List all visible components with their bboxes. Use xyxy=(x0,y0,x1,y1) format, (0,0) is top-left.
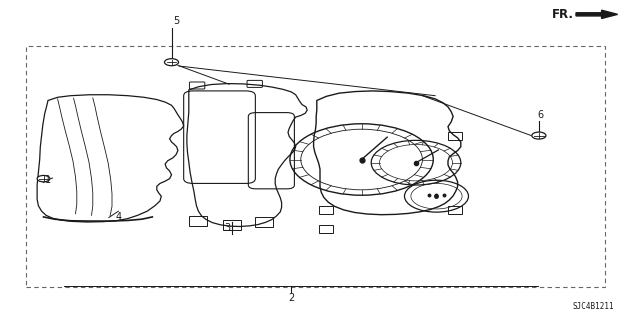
Bar xyxy=(223,220,241,230)
Bar xyxy=(319,206,333,214)
Polygon shape xyxy=(576,10,618,19)
Text: 1: 1 xyxy=(45,175,51,185)
Text: 5: 5 xyxy=(173,16,179,26)
Text: FR.: FR. xyxy=(552,8,573,21)
Text: 2: 2 xyxy=(288,293,294,303)
Text: 6: 6 xyxy=(538,110,544,120)
Circle shape xyxy=(37,175,50,182)
Bar xyxy=(448,132,462,140)
Bar xyxy=(255,217,273,227)
Circle shape xyxy=(532,132,546,139)
Bar xyxy=(319,225,333,233)
Bar xyxy=(189,216,207,226)
Circle shape xyxy=(164,59,179,66)
Bar xyxy=(448,206,462,214)
Text: 3: 3 xyxy=(224,223,230,233)
Text: 4: 4 xyxy=(115,212,122,222)
Text: SJC4B1211: SJC4B1211 xyxy=(573,302,614,311)
